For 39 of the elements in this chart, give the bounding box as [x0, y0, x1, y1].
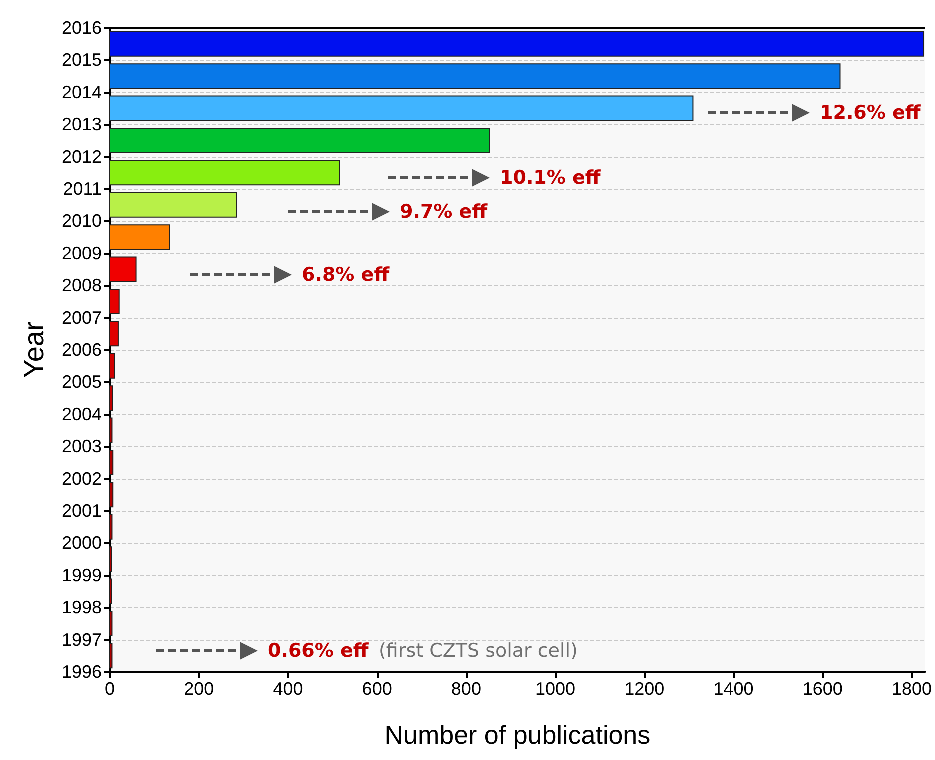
y-tick-label: 2008 [62, 276, 102, 296]
y-tick-label: 2015 [62, 50, 102, 70]
y-tick-label: 1998 [62, 598, 102, 618]
x-tick-label: 400 [273, 679, 304, 699]
annotation: 6.8% eff [302, 264, 390, 286]
y-tick-label: 1997 [62, 630, 102, 650]
y-tick-label: 2005 [62, 372, 102, 392]
y-axis-title: Year [18, 322, 50, 378]
annotation: 0.66% eff [268, 640, 369, 662]
annotation: 10.1% eff [500, 167, 601, 189]
y-tick-label: 2013 [62, 114, 102, 135]
y-tick-label: 2007 [62, 308, 102, 328]
y-tick-label: 2003 [62, 436, 102, 457]
annotation: 9.7% eff [400, 201, 488, 223]
annotation: 12.6% eff [820, 102, 921, 124]
y-tick-label: 2000 [62, 533, 102, 554]
x-tick-label: 0 [104, 679, 116, 699]
x-tick-label: 800 [451, 679, 482, 699]
y-tick-label: 2010 [62, 211, 102, 232]
x-tick-label: 600 [362, 679, 392, 699]
y-tick-label: 1999 [62, 565, 102, 586]
y-tick-label: 2004 [62, 404, 102, 424]
y-tick-label: 2014 [62, 82, 102, 102]
y-tick-label: 2012 [62, 146, 102, 167]
x-axis-title: Number of publications [384, 720, 651, 750]
y-tick-label: 2002 [62, 468, 102, 489]
x-tick-label: 200 [184, 679, 214, 699]
y-tick-label: 2016 [62, 18, 102, 38]
x-tick-label: 1600 [802, 679, 843, 699]
y-tick-label: 1996 [62, 662, 102, 682]
x-tick-label: 1400 [714, 679, 754, 699]
y-tick-label: 2009 [62, 243, 102, 264]
y-tick-label: 2001 [62, 501, 102, 521]
x-tick-label: 1000 [536, 679, 576, 699]
x-tick-label: 1800 [892, 679, 932, 699]
y-tick-label: 2006 [62, 340, 102, 360]
y-tick-label: 2011 [63, 179, 102, 199]
x-tick-label: 1200 [624, 679, 665, 699]
annotation: (first CZTS solar cell) [379, 640, 578, 662]
